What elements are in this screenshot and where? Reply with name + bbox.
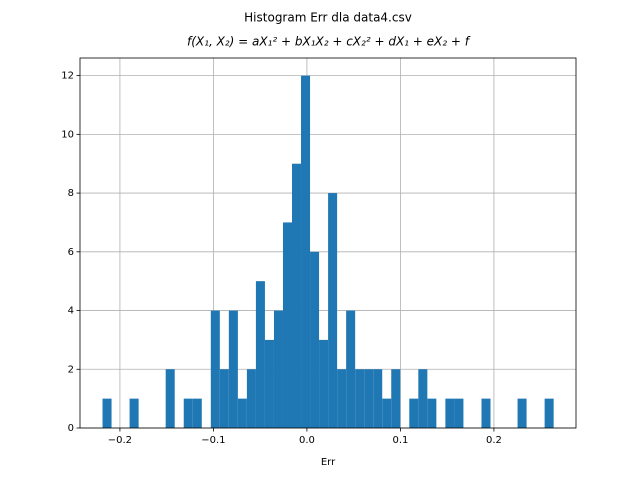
y-tick-label: 8	[68, 188, 74, 199]
bar	[237, 398, 247, 428]
bar	[210, 310, 220, 428]
bar	[219, 369, 229, 428]
bar	[517, 398, 527, 428]
bar	[409, 398, 419, 428]
bar	[373, 369, 383, 428]
x-tick-label: −0.1	[201, 435, 225, 446]
plot-frame	[79, 57, 577, 429]
bar	[102, 398, 112, 428]
bar	[544, 398, 554, 428]
bar	[382, 398, 392, 428]
y-tick-label: 0	[68, 423, 74, 434]
bar	[183, 398, 193, 428]
bar	[301, 75, 311, 428]
y-tick-label: 6	[68, 247, 74, 258]
bar	[255, 281, 265, 428]
bar	[481, 398, 491, 428]
bar	[355, 369, 365, 428]
y-tick-label: 10	[61, 129, 74, 140]
bar	[337, 369, 347, 428]
bar	[454, 398, 464, 428]
bar	[282, 222, 293, 428]
bar	[427, 398, 437, 428]
bar	[192, 398, 202, 428]
x-tick-label: −0.2	[108, 435, 132, 446]
bar	[165, 369, 175, 428]
bar	[292, 163, 302, 428]
bar	[246, 369, 256, 428]
bar	[319, 339, 329, 428]
y-tick-label: 2	[68, 364, 74, 375]
x-tick-label: 0.0	[299, 435, 315, 446]
bar	[418, 369, 428, 428]
bar	[129, 398, 139, 428]
bar	[228, 310, 238, 428]
bar	[264, 339, 274, 428]
bar	[364, 369, 374, 428]
bar	[273, 310, 283, 428]
chart-title: Histogram Err dla data4.csv	[244, 11, 412, 25]
bar	[346, 310, 356, 428]
bar	[445, 398, 455, 428]
bar	[310, 251, 320, 428]
x-tick-label: 0.2	[486, 435, 502, 446]
x-tick-label: 0.1	[392, 435, 408, 446]
y-tick-label: 4	[68, 306, 74, 317]
y-tick-label: 12	[61, 71, 74, 82]
chart-subtitle: f(X₁, X₂) = aX₁² + bX₁X₂ + cX₂² + dX₁ + …	[187, 35, 471, 49]
bar	[328, 193, 338, 428]
bar	[391, 369, 401, 428]
x-axis-label: Err	[321, 457, 336, 468]
